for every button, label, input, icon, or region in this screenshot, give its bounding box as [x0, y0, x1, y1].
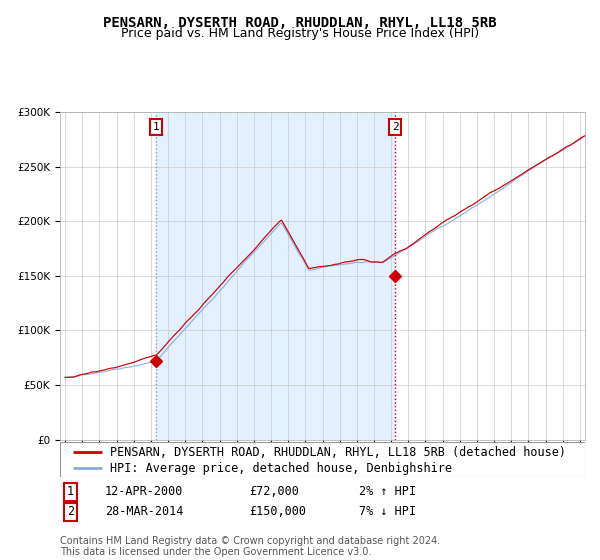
Text: PENSARN, DYSERTH ROAD, RHUDDLAN, RHYL, LL18 5RB (detached house): PENSARN, DYSERTH ROAD, RHUDDLAN, RHYL, L… — [110, 446, 566, 459]
Text: 2: 2 — [392, 122, 398, 132]
Bar — [156, 112, 395, 440]
Text: £150,000: £150,000 — [249, 505, 306, 518]
Text: £72,000: £72,000 — [249, 486, 299, 498]
Text: 2: 2 — [67, 505, 74, 518]
Text: 12-APR-2000: 12-APR-2000 — [104, 486, 183, 498]
Text: 7% ↓ HPI: 7% ↓ HPI — [359, 505, 416, 518]
Text: 28-MAR-2014: 28-MAR-2014 — [104, 505, 183, 518]
Text: HPI: Average price, detached house, Denbighshire: HPI: Average price, detached house, Denb… — [110, 462, 452, 475]
Text: 1: 1 — [67, 486, 74, 498]
Text: Contains HM Land Registry data © Crown copyright and database right 2024.
This d: Contains HM Land Registry data © Crown c… — [60, 535, 440, 557]
Text: 1: 1 — [152, 122, 159, 132]
Text: 2% ↑ HPI: 2% ↑ HPI — [359, 486, 416, 498]
Text: PENSARN, DYSERTH ROAD, RHUDDLAN, RHYL, LL18 5RB: PENSARN, DYSERTH ROAD, RHUDDLAN, RHYL, L… — [103, 16, 497, 30]
Text: Price paid vs. HM Land Registry's House Price Index (HPI): Price paid vs. HM Land Registry's House … — [121, 27, 479, 40]
